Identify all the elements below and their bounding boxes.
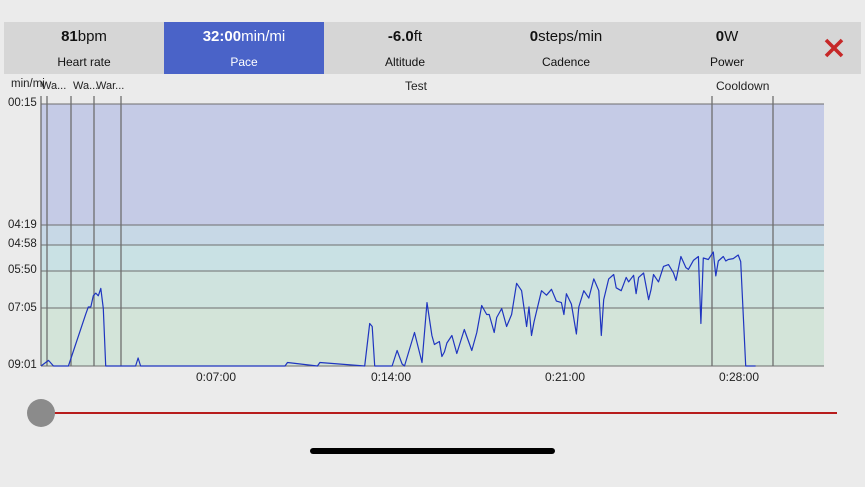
metric-value: 32:00min/mi (202, 28, 286, 45)
close-button[interactable] (822, 36, 846, 60)
metric-label: Altitude (384, 55, 426, 69)
close-x-icon (824, 38, 844, 58)
pace-series-line (40, 251, 756, 367)
y-tick-label: 09:01 (8, 359, 37, 371)
zone-band-2 (41, 225, 824, 245)
home-indicator (310, 448, 555, 454)
gridlines (41, 103, 824, 367)
metric-label: Power (709, 55, 744, 69)
metric-pace[interactable]: 32:00min/mi Pace (164, 22, 324, 74)
segment-label: Wa... (41, 80, 67, 92)
metric-value: 81bpm (61, 28, 107, 45)
y-axis-unit-label: min/mi (11, 78, 45, 90)
segment-label: Cooldown (716, 79, 770, 93)
metric-value: 0steps/min (529, 28, 603, 45)
metric-altitude[interactable]: -6.0ft Altitude (325, 22, 485, 74)
segment-label: Wa... (73, 80, 99, 92)
y-tick-label: 00:15 (8, 97, 37, 109)
x-tick-label: 0:21:00 (544, 370, 586, 384)
segment-label: Test (405, 79, 428, 93)
zone-band-4 (41, 271, 824, 308)
x-tick-label: 0:14:00 (370, 370, 412, 384)
metric-label: Heart rate (57, 55, 111, 69)
y-tick-label: 04:58 (8, 238, 37, 250)
metric-heart-rate[interactable]: 81bpm Heart rate (4, 22, 164, 74)
metric-power[interactable]: 0W Power (647, 22, 807, 74)
metric-cadence[interactable]: 0steps/min Cadence (486, 22, 646, 74)
x-tick-label: 0:28:00 (718, 370, 760, 384)
metric-value: 0W (715, 28, 739, 45)
timeline-slider-track[interactable] (40, 412, 837, 414)
segment-label: War... (96, 80, 125, 92)
metrics-bar: 81bpm Heart rate 32:00min/mi Pace -6.0ft… (4, 22, 861, 74)
metric-label: Cadence (541, 55, 591, 69)
zone-band-3 (41, 245, 824, 271)
x-tick-label: 0:07:00 (195, 370, 237, 384)
segment-dividers (40, 96, 774, 366)
metric-label: Pace (230, 55, 258, 69)
metric-value: -6.0ft (387, 28, 423, 45)
y-tick-label: 04:19 (8, 219, 37, 231)
y-tick-label: 05:50 (8, 264, 37, 276)
y-tick-label: 07:05 (8, 302, 37, 314)
zone-band-top (41, 104, 824, 225)
timeline-slider-thumb[interactable] (27, 399, 55, 427)
